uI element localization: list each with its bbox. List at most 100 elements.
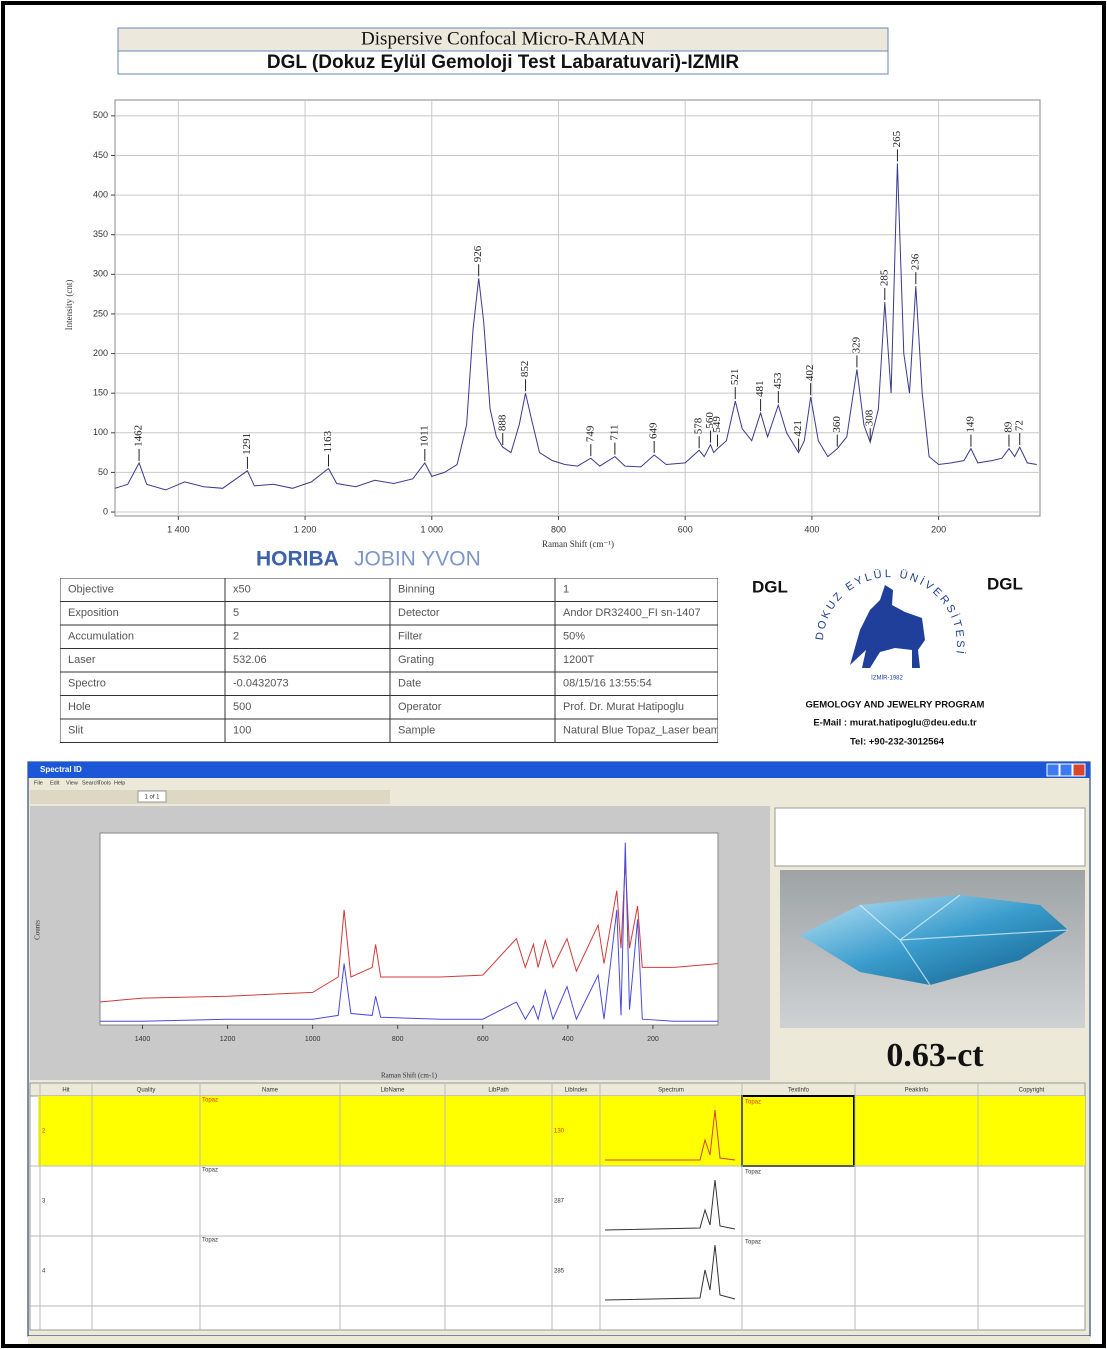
y-tick-label: 50 <box>98 467 108 477</box>
table-cell: -0.0432073 <box>233 678 289 690</box>
x-tick-label: 600 <box>477 1036 489 1043</box>
column-header: Name <box>262 1088 279 1094</box>
table-cell: Grating <box>398 654 434 666</box>
peak-label: 1011 <box>418 425 430 447</box>
peak-label: 1291 <box>241 433 253 455</box>
x-tick-label: 1200 <box>220 1036 236 1043</box>
name: Topaz <box>202 1098 218 1104</box>
table-cell: 1 <box>563 584 569 596</box>
y-tick-label: 100 <box>93 427 108 437</box>
table-cell: Exposition <box>68 607 119 619</box>
text-info: Topaz <box>745 1100 761 1106</box>
min-button[interactable] <box>1047 764 1059 776</box>
menu-item[interactable]: View <box>66 780 78 786</box>
page-indicator: 1 of 1 <box>144 795 160 801</box>
page: Dispersive Confocal Micro-RAMAN DGL (Dok… <box>0 0 1107 1349</box>
x-tick-label: 400 <box>562 1036 574 1043</box>
table-cell: Natural Blue Topaz_Laser beam <box>563 725 720 737</box>
peak-label: 549 <box>711 416 723 433</box>
lib-index: 285 <box>554 1269 565 1275</box>
peak-label: 749 <box>584 425 596 442</box>
y-tick-label: 250 <box>93 308 108 318</box>
plot-area <box>115 100 1040 516</box>
text-info: Topaz <box>745 1240 761 1246</box>
table-cell: Spectro <box>68 678 106 690</box>
x-tick-label: 600 <box>678 524 693 534</box>
column-header: Copyright <box>1019 1088 1045 1094</box>
peak-label: 402 <box>804 365 816 382</box>
logo-founded: İZMİR-1982 <box>871 675 903 682</box>
table-cell: Hole <box>68 701 91 713</box>
y-tick-label: 300 <box>93 269 108 279</box>
peak-label: 521 <box>729 369 741 386</box>
table-cell: 08/15/16 13:55:54 <box>563 678 652 690</box>
x-tick-label: 200 <box>647 1036 659 1043</box>
table-cell: Andor DR32400_FI sn-1407 <box>563 607 701 619</box>
peak-list <box>775 808 1085 866</box>
table-cell: Prof. Dr. Murat Hatipoglu <box>563 701 684 713</box>
y-tick-label: 0 <box>103 506 108 516</box>
y-tick-label: 150 <box>93 388 108 398</box>
status-bar <box>28 1336 1090 1344</box>
max-button[interactable] <box>1060 764 1072 776</box>
x-tick-label: 1 200 <box>294 524 317 534</box>
menu-item[interactable]: Tools <box>98 780 111 786</box>
column-header: Spectrum <box>658 1088 684 1094</box>
logo-phone: Tel: +90-232-3012564 <box>850 737 945 748</box>
subtitle: DGL (Dokuz Eylül Gemoloji Test Labaratuv… <box>267 52 740 73</box>
table-cell: 1200T <box>563 654 594 666</box>
name: Topaz <box>202 1238 218 1244</box>
peak-label: 236 <box>909 253 921 270</box>
carat-caption: 0.63-ct <box>886 1037 984 1074</box>
logo-program: GEMOLOGY AND JEWELRY PROGRAM <box>806 700 985 711</box>
table-cell: Binning <box>398 584 435 596</box>
x-axis-label: Raman Shift (cm-1) <box>381 1072 438 1080</box>
table-cell: Sample <box>398 725 435 737</box>
peak-label: 926 <box>472 245 484 262</box>
table-cell: Detector <box>398 607 440 619</box>
column-header: LibName <box>380 1088 405 1094</box>
x-tick-label: 1000 <box>305 1036 321 1043</box>
close-button[interactable] <box>1073 764 1085 776</box>
x-tick-label: 1400 <box>135 1036 151 1043</box>
column-header: Quality <box>137 1088 156 1094</box>
table-cell: 500 <box>233 701 251 713</box>
column-header: TextInfo <box>788 1088 810 1094</box>
peak-label: 265 <box>891 130 903 147</box>
logo-right: DGL <box>987 574 1023 593</box>
table-cell: x50 <box>233 584 251 596</box>
x-tick-label: 400 <box>804 524 819 534</box>
table-cell: 2 <box>233 631 239 643</box>
table-cell: Accumulation <box>68 631 134 643</box>
column-header: Hit <box>62 1088 70 1094</box>
logo-horse <box>850 585 925 668</box>
table-frame <box>60 578 718 743</box>
y-axis-label: Counts <box>34 920 42 940</box>
logo-email: E-Mail : murat.hatipoglu@deu.edu.tr <box>813 718 977 729</box>
y-tick-label: 400 <box>93 189 108 199</box>
y-tick-label: 350 <box>93 229 108 239</box>
menu-item[interactable]: Edit <box>50 780 60 786</box>
peak-label: 453 <box>772 372 784 389</box>
peak-label: 649 <box>648 422 660 439</box>
x-tick-label: 800 <box>551 524 566 534</box>
peak-label: 1462 <box>133 425 145 447</box>
menu-item[interactable]: Search <box>82 780 99 786</box>
lib-index: 130 <box>554 1129 565 1135</box>
table-cell: 50% <box>563 631 585 643</box>
peak-label: 360 <box>831 416 843 433</box>
column-header: LibIndex <box>565 1088 588 1094</box>
x-tick-label: 800 <box>392 1036 404 1043</box>
peak-label: 1163 <box>322 430 334 452</box>
x-tick-label: 1 000 <box>421 524 444 534</box>
table-cell: Slit <box>68 725 83 737</box>
menu-item[interactable]: File <box>34 780 43 786</box>
peak-label: 329 <box>850 336 862 353</box>
table-cell: Date <box>398 678 421 690</box>
name: Topaz <box>202 1168 218 1174</box>
y-tick-label: 200 <box>93 348 108 358</box>
menu-item[interactable]: Help <box>114 780 125 786</box>
title: Dispersive Confocal Micro-RAMAN <box>361 28 645 49</box>
x-tick-label: 1 400 <box>167 524 190 534</box>
x-tick-label: 200 <box>931 524 946 534</box>
